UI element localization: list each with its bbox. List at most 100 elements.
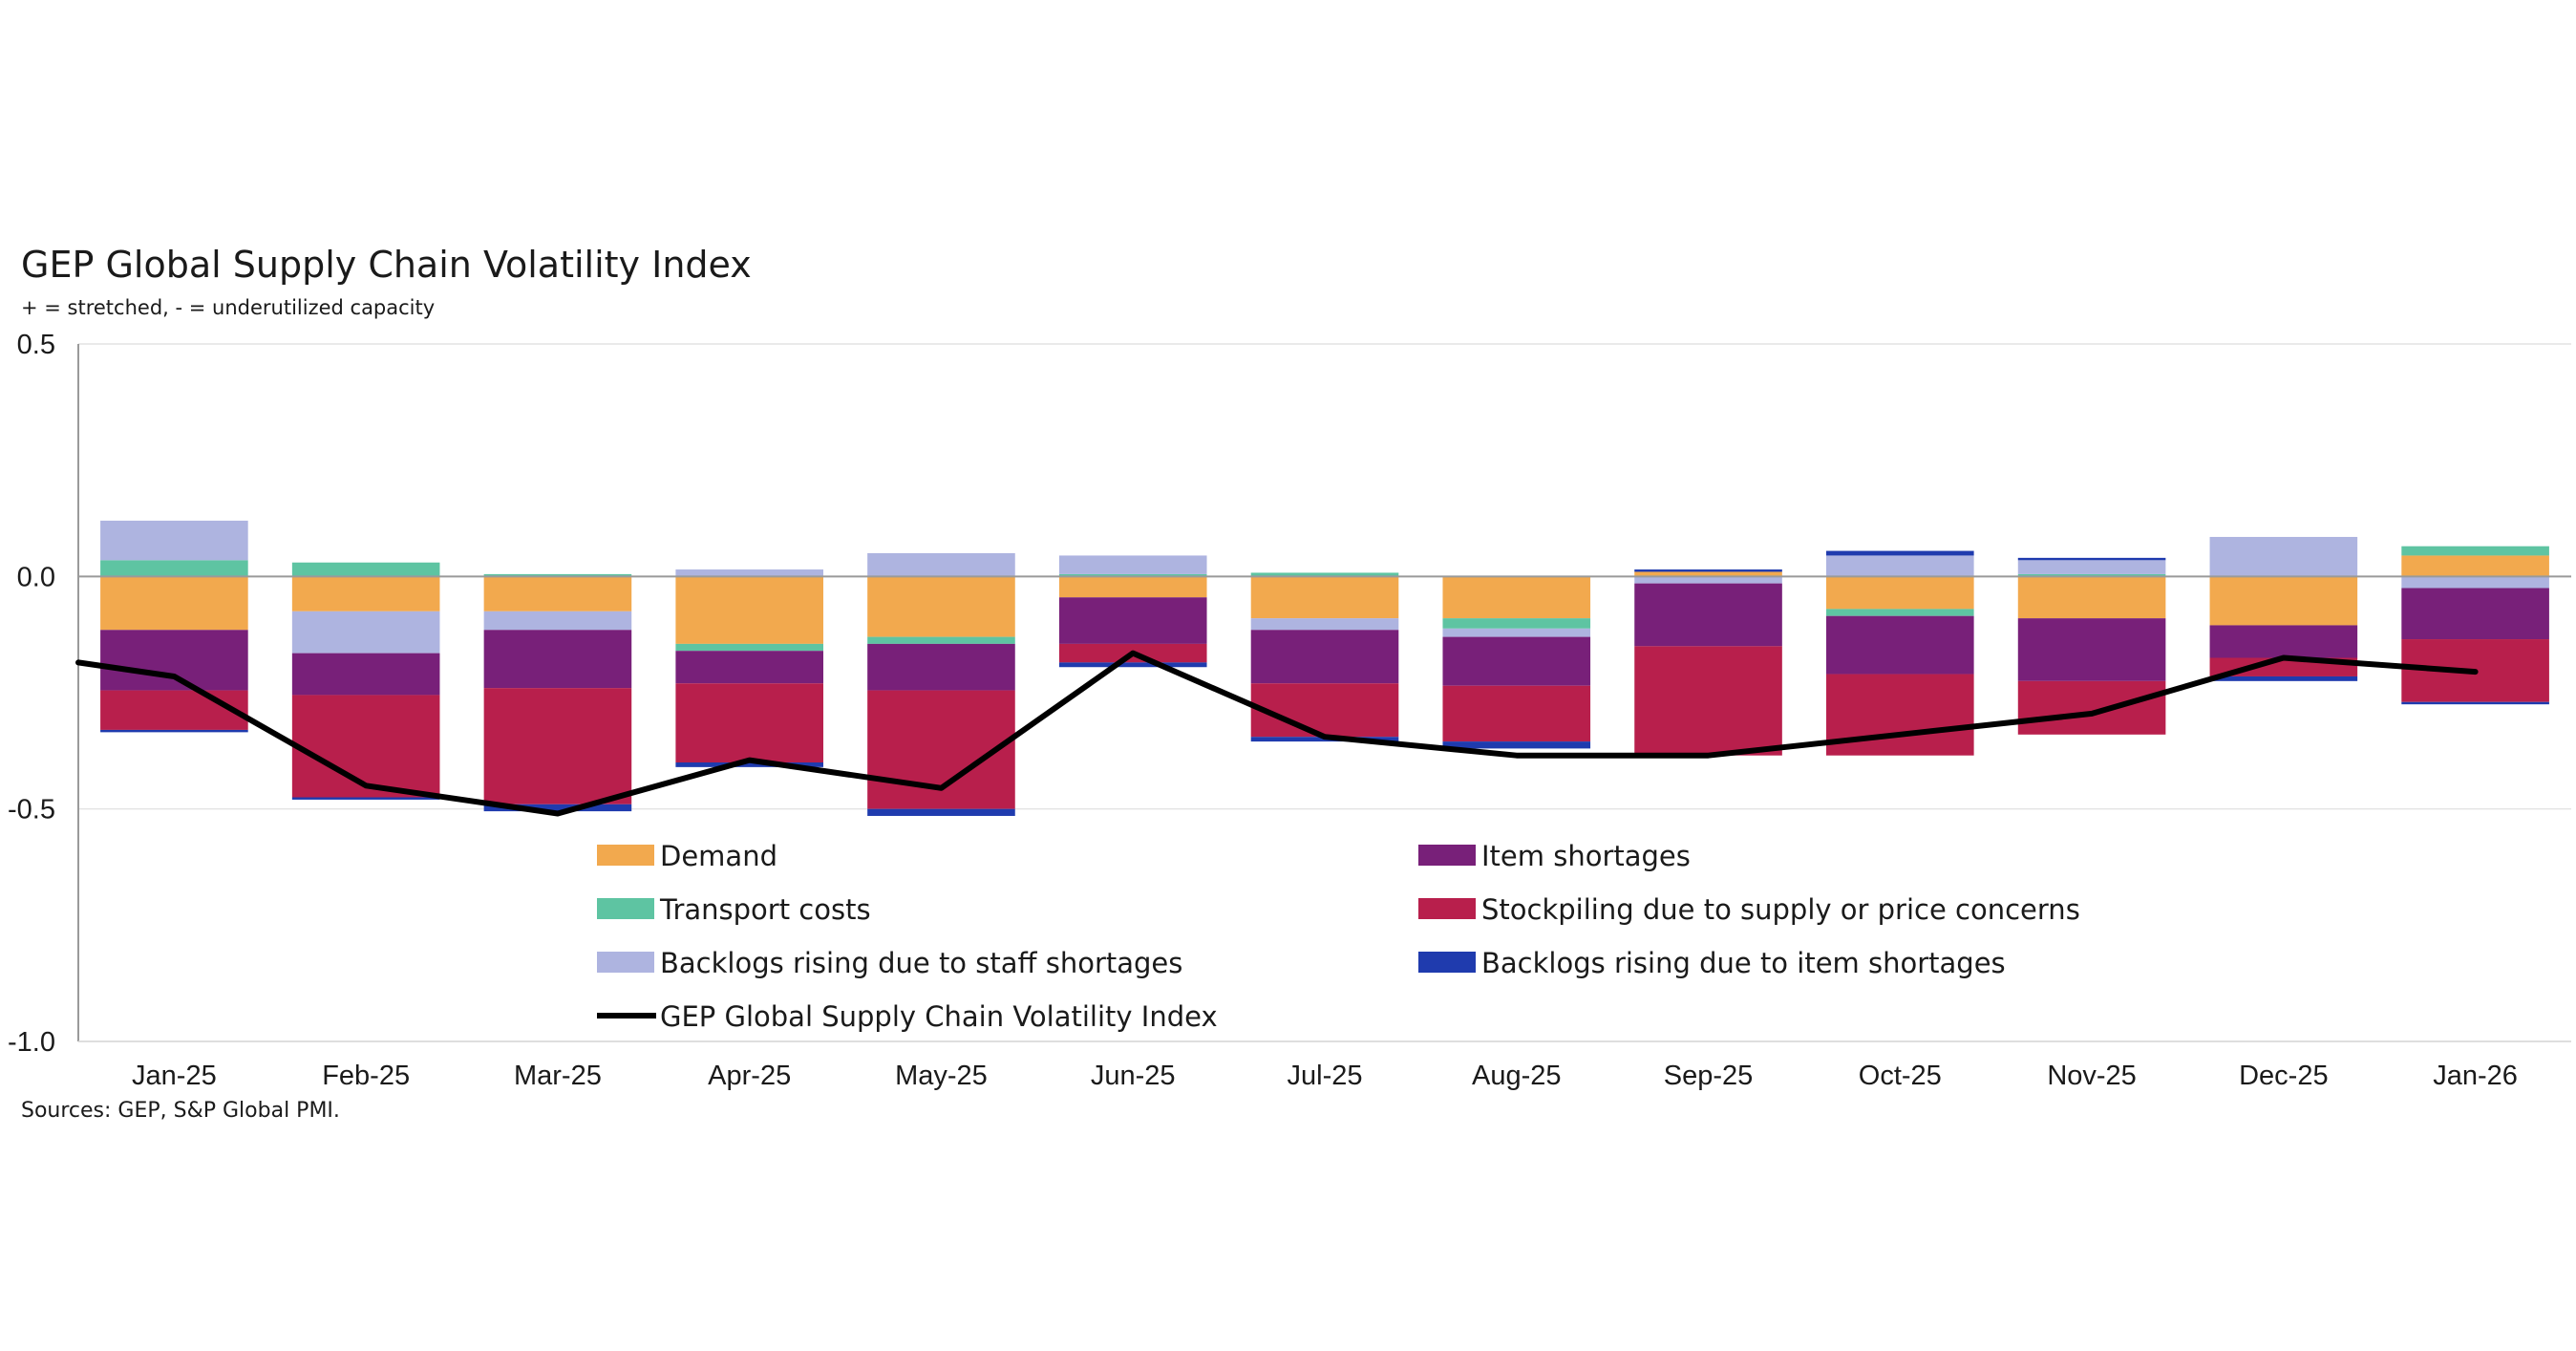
bar-Apr-25-1: [675, 643, 823, 652]
bar-Feb-25-4: [291, 695, 440, 798]
x-tick-label-Feb-25: Feb-25: [322, 1061, 410, 1091]
chart-subtitle: + = stretched, - = underutilized capacit…: [21, 296, 436, 319]
bar-Apr-25-0: [675, 576, 823, 644]
bar-Aug-25-1: [1442, 618, 1591, 629]
bar-Oct-25-3: [1826, 615, 1974, 675]
bar-Jan-26-2: [2401, 576, 2549, 589]
bar-Jan-25-3: [100, 630, 248, 691]
bar-Jul-25-1: [1250, 572, 1399, 577]
x-tick-label-Jun-25: Jun-25: [1091, 1061, 1176, 1091]
bar-Dec-25-2: [2209, 536, 2358, 577]
legend-swatch-1-0: [1418, 845, 1476, 866]
bar-Dec-25-3: [2209, 625, 2358, 658]
bar-Jul-25-3: [1250, 630, 1399, 684]
index-line: [75, 650, 2479, 817]
bar-Mar-25-0: [483, 576, 632, 611]
bar-Jul-25-2: [1250, 618, 1399, 631]
bar-Jun-25-5: [1058, 662, 1207, 668]
legend-swatch-0-2: [597, 952, 654, 973]
x-tick-label-Apr-25: Apr-25: [708, 1061, 791, 1091]
bar-May-25-0: [867, 576, 1015, 637]
bar-Jun-25-1: [1058, 573, 1207, 577]
bar-Sep-25-5: [1634, 569, 1782, 572]
chart-title: GEP Global Supply Chain Volatility Index: [21, 244, 752, 286]
bar-Sep-25-3: [1634, 583, 1782, 647]
bar-Feb-25-3: [291, 653, 440, 696]
bar-Nov-25-0: [2017, 576, 2166, 619]
x-tick-label-Jul-25: Jul-25: [1288, 1061, 1363, 1091]
bar-Nov-25-3: [2017, 618, 2166, 681]
legend-swatch-1-2: [1418, 952, 1476, 973]
x-tick-label-Oct-25: Oct-25: [1859, 1061, 1942, 1091]
legend-label-1-0: Item shortages: [1481, 840, 1691, 872]
bar-Sep-25-0: [1634, 571, 1782, 577]
legend-label-1-1: Stockpiling due to supply or price conce…: [1481, 893, 2080, 926]
bar-Nov-25-2: [2017, 560, 2166, 574]
bar-Nov-25-4: [2017, 680, 2166, 735]
y-tick-label-1: 0.0: [17, 562, 55, 592]
x-tick-labels: Jan-25 Feb-25 Mar-25 Apr-25 May-25 Jun-25 Jul-…: [132, 1061, 2518, 1091]
x-tick-label-Jan-25: Jan-25: [132, 1061, 217, 1091]
bar-Mar-25-2: [483, 611, 632, 631]
bar-Aug-25-2: [1442, 628, 1591, 637]
bar-Aug-25-4: [1442, 685, 1591, 742]
bar-Dec-25-0: [2209, 576, 2358, 626]
bar-Feb-25-5: [291, 797, 440, 800]
bar-Nov-25-1: [2017, 573, 2166, 577]
y-tick-label-2: -0.5: [8, 795, 55, 826]
bar-Jul-25-0: [1250, 576, 1399, 619]
bar-Mar-25-1: [483, 573, 632, 577]
bar-Aug-25-0: [1442, 576, 1591, 619]
bar-Oct-25-2: [1826, 555, 1974, 577]
bar-Jan-25-1: [100, 560, 248, 577]
bar-Oct-25-4: [1826, 674, 1974, 756]
legend-label-0-2: Backlogs rising due to staff shortages: [660, 947, 1182, 979]
legend-label-0-0: Demand: [660, 840, 777, 872]
legend-label-0-3: GEP Global Supply Chain Volatility Index: [660, 1000, 1218, 1033]
bar-Oct-25-1: [1826, 609, 1974, 616]
bar-Mar-25-5: [483, 804, 632, 812]
bar-May-25-2: [867, 553, 1015, 577]
legend-label-0-1: Transport costs: [659, 893, 871, 926]
index-line-path: [75, 650, 2479, 817]
bar-Dec-25-5: [2209, 676, 2358, 681]
bar-Apr-25-4: [675, 683, 823, 762]
bar-Jan-25-5: [100, 729, 248, 733]
legend-swatch-0-0: [597, 845, 654, 866]
bar-May-25-3: [867, 643, 1015, 691]
bar-Apr-25-2: [675, 569, 823, 577]
source-note: Sources: GEP, S&P Global PMI.: [21, 1099, 340, 1123]
bar-Apr-25-5: [675, 762, 823, 767]
bar-Oct-25-5: [1826, 550, 1974, 556]
y-tick-label-3: -1.0: [8, 1027, 55, 1058]
bar-Apr-25-3: [675, 651, 823, 684]
bar-Jan-26-0: [2401, 555, 2549, 577]
x-tick-label-Aug-25: Aug-25: [1472, 1061, 1562, 1091]
bar-Jun-25-2: [1058, 555, 1207, 574]
bar-Jan-26-1: [2401, 546, 2549, 556]
bar-Oct-25-0: [1826, 576, 1974, 610]
x-tick-label-Jan-26: Jan-26: [2433, 1061, 2518, 1091]
x-tick-label-Dec-25: Dec-25: [2239, 1061, 2329, 1091]
bar-Feb-25-0: [291, 576, 440, 611]
legend-swatch-0-1: [597, 898, 654, 919]
legend: Demand Transport costs Backlogs rising due…: [597, 840, 2080, 1033]
y-tick-labels: 0.5 0.0 -0.5 -1.0: [8, 330, 55, 1058]
legend-label-1-2: Backlogs rising due to item shortages: [1481, 947, 2006, 979]
bar-Jan-25-4: [100, 690, 248, 730]
y-tick-label-0: 0.5: [17, 330, 55, 360]
bar-Jan-26-5: [2401, 701, 2549, 705]
bar-Jan-25-0: [100, 576, 248, 631]
bar-Jan-25-2: [100, 520, 248, 561]
bar-Nov-25-5: [2017, 557, 2166, 561]
bar-Sep-25-2: [1634, 576, 1782, 584]
bar-Feb-25-1: [291, 562, 440, 577]
bar-Aug-25-3: [1442, 636, 1591, 686]
x-tick-label-Nov-25: Nov-25: [2047, 1061, 2137, 1091]
x-tick-label-Mar-25: Mar-25: [514, 1061, 602, 1091]
bar-Mar-25-3: [483, 630, 632, 689]
bar-Jun-25-3: [1058, 597, 1207, 644]
bar-Feb-25-2: [291, 611, 440, 654]
bar-May-25-5: [867, 808, 1015, 816]
